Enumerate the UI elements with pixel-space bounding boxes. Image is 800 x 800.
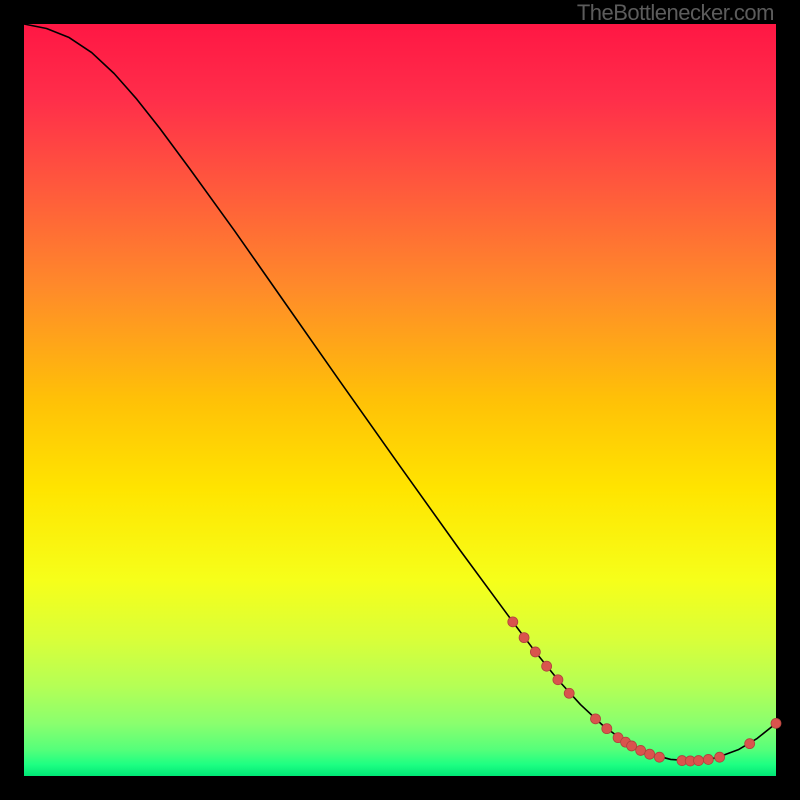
curve-marker [519,633,529,643]
curve-marker [636,745,646,755]
curve-marker [745,739,755,749]
curve-marker [530,647,540,657]
curve-marker [564,688,574,698]
curve-marker [703,754,713,764]
curve-marker [542,661,552,671]
curve-marker [602,724,612,734]
curve-marker [508,617,518,627]
curve-marker [627,741,637,751]
chart-stage: TheBottlenecker.com [0,0,800,800]
curve-marker [645,749,655,759]
curve-marker [553,675,563,685]
curve-marker [654,752,664,762]
curve-marker [591,714,601,724]
gradient-plot-area [24,24,776,776]
curve-marker [771,718,781,728]
chart-svg [0,0,800,800]
curve-marker [694,756,704,766]
curve-marker [715,752,725,762]
watermark-text: TheBottlenecker.com [577,0,774,26]
